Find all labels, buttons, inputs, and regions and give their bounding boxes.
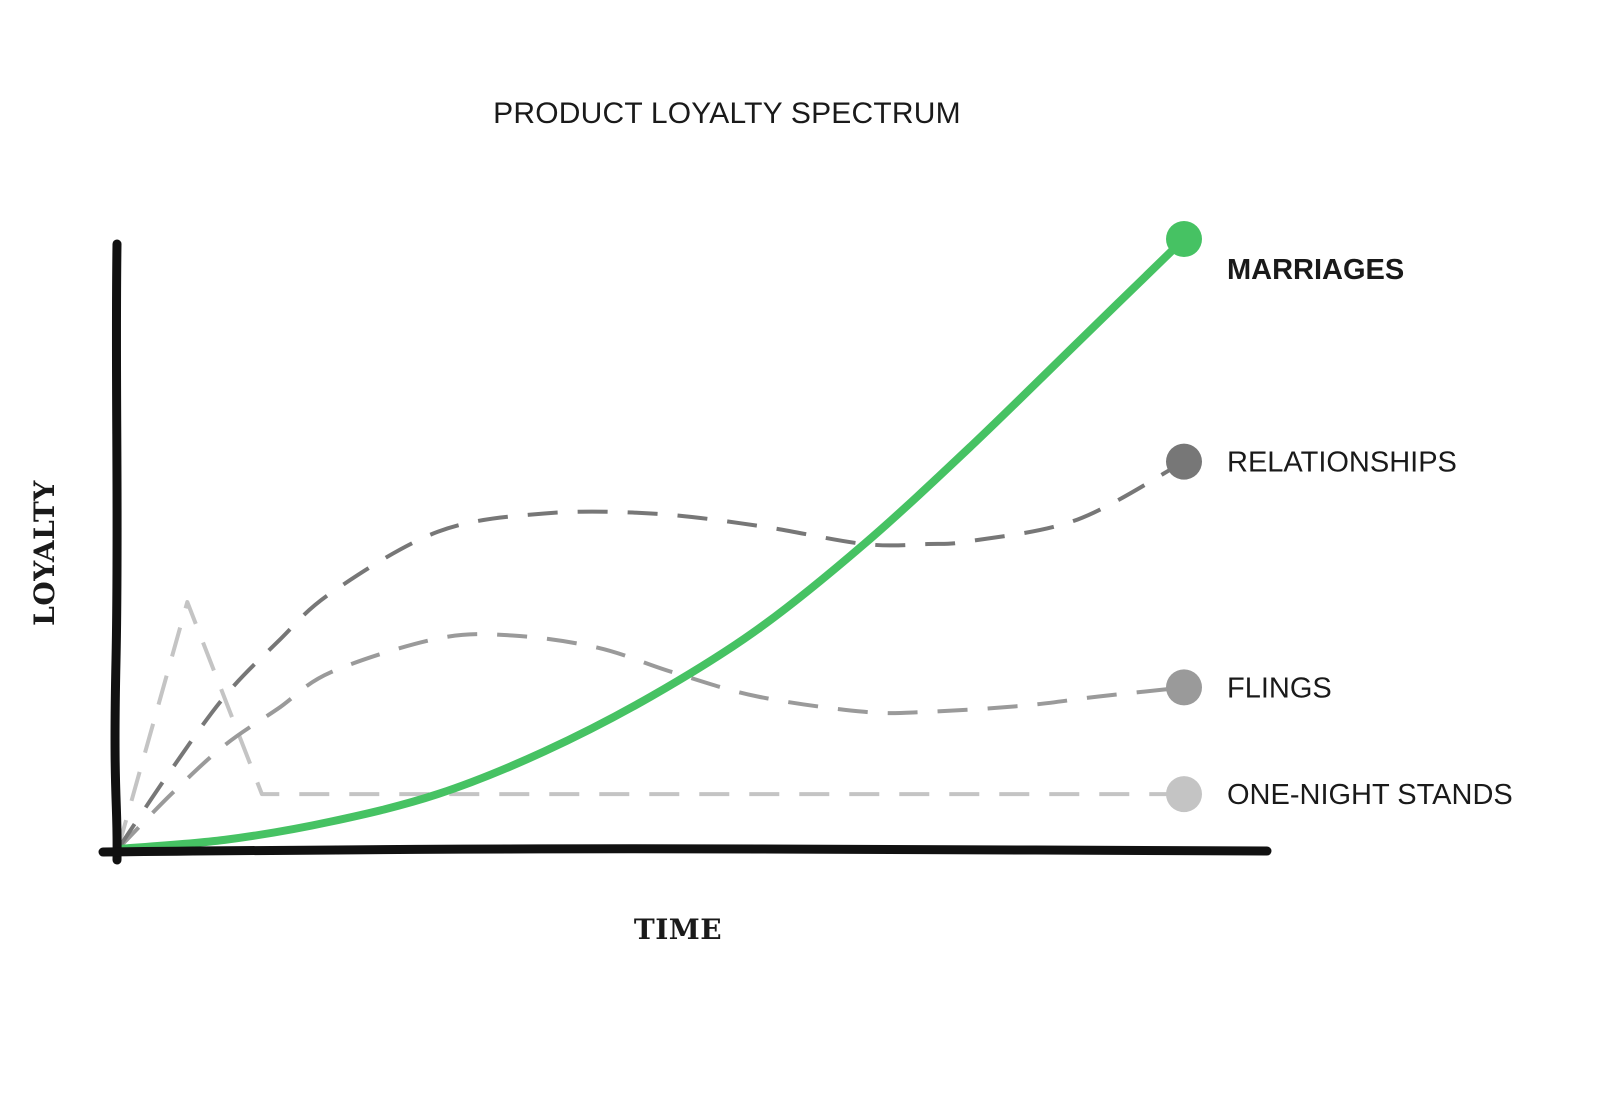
- x-axis-label: TIME: [634, 913, 722, 946]
- series-label-flings: FLINGS: [1227, 672, 1332, 704]
- series-line-one-night-stands: [116, 600, 1184, 850]
- series-layer: [114, 235, 1188, 853]
- series-endpoint-flings: [1166, 669, 1202, 706]
- series-label-marriages: MARRIAGES: [1227, 254, 1404, 286]
- chart-title: PRODUCT LOYALTY SPECTRUM: [493, 97, 961, 130]
- y-axis-label: LOYALTY: [28, 480, 61, 626]
- y-axis: [110, 239, 122, 865]
- series-endpoint-relationships: [1166, 443, 1202, 480]
- endpoint-layer: [1166, 221, 1202, 813]
- series-endpoint-marriages: [1166, 221, 1202, 257]
- label-layer: MARRIAGES RELATIONSHIPS FLINGS ONE-NIGHT ST…: [1227, 254, 1513, 811]
- series-endpoint-one-night-stands: [1166, 776, 1202, 813]
- series-line-flings: [116, 632, 1185, 851]
- series-line-relationships: [116, 459, 1185, 851]
- series-line-marriages: [114, 235, 1188, 853]
- series-label-relationships: RELATIONSHIPS: [1227, 447, 1457, 479]
- x-axis: [98, 844, 1272, 857]
- series-label-one-night-stands: ONE-NIGHT STANDS: [1227, 779, 1513, 811]
